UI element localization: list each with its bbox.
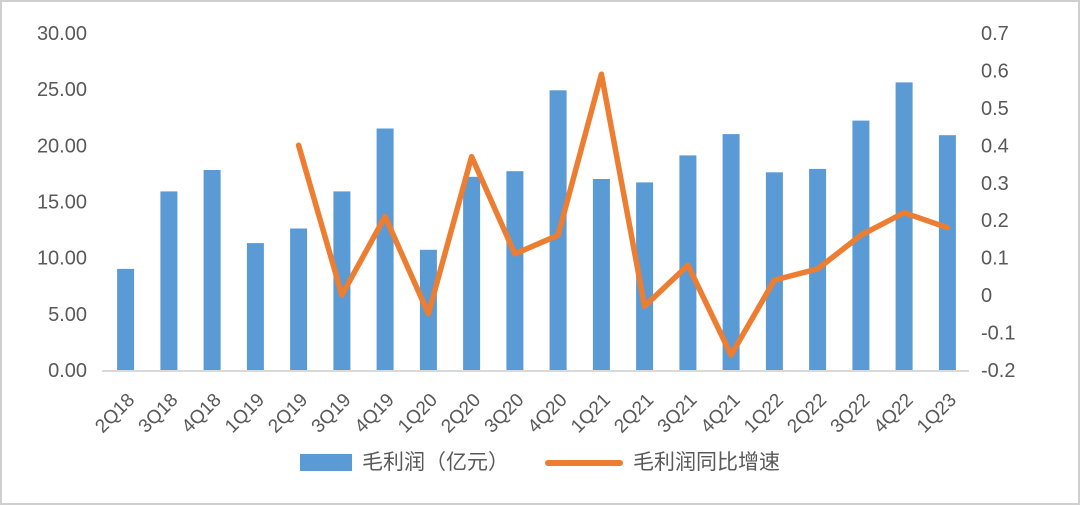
x-tick-3Q22: 3Q22	[827, 390, 875, 438]
x-tick-3Q19: 3Q19	[308, 390, 356, 438]
line-series-label: 毛利润同比增速	[633, 451, 780, 474]
x-tick-4Q19: 4Q19	[351, 390, 399, 438]
chart-plot-area: 30.00 25.00 20.00 15.00 10.00 5.00 0.00 0.7 0.6 0…	[37, 23, 1016, 438]
right-axis-tick-0.2: 0.2	[981, 210, 1009, 232]
right-axis-tick-0: 0	[981, 285, 992, 307]
bar-1Q23	[938, 135, 956, 370]
right-axis-tick-0.1: 0.1	[981, 248, 1009, 270]
bar-3Q22	[852, 120, 870, 370]
right-axis-tick-0.7: 0.7	[981, 23, 1009, 45]
bar-1Q22	[765, 172, 783, 370]
left-axis-tick-5.00: 5.00	[48, 304, 87, 326]
chart-legend: 毛利润（亿元） 毛利润同比增速	[2, 450, 1078, 475]
x-tick-2Q18: 2Q18	[91, 390, 139, 438]
bar-2Q21	[636, 182, 654, 370]
left-axis-tick-15.00: 15.00	[37, 192, 87, 214]
right-axis-tick--0.1: -0.1	[981, 323, 1015, 345]
x-tick-4Q22: 4Q22	[870, 390, 918, 438]
bar-3Q18	[160, 191, 178, 370]
x-tick-3Q21: 3Q21	[654, 390, 702, 438]
left-axis-tick-20.00: 20.00	[37, 135, 87, 157]
bar-series-label: 毛利润（亿元）	[362, 451, 509, 474]
bar-3Q20	[506, 171, 524, 370]
bar-4Q18	[203, 170, 221, 370]
bar-4Q21	[722, 134, 740, 370]
bar-series-swatch	[300, 454, 352, 472]
bar-1Q19	[246, 243, 264, 370]
x-tick-1Q23: 1Q23	[913, 390, 961, 438]
right-axis-tick-0.6: 0.6	[981, 60, 1009, 82]
left-axis-tick-25.00: 25.00	[37, 79, 87, 101]
legend-item-growth-rate: 毛利润同比增速	[545, 450, 780, 475]
bar-2Q19	[290, 228, 308, 370]
x-tick-1Q19: 1Q19	[221, 390, 269, 438]
x-tick-2Q20: 2Q20	[437, 390, 485, 438]
bar-2Q20	[463, 176, 481, 370]
x-tick-4Q21: 4Q21	[697, 390, 745, 438]
bar-4Q19	[376, 128, 394, 370]
x-tick-3Q18: 3Q18	[135, 390, 183, 438]
x-tick-2Q21: 2Q21	[610, 390, 658, 438]
legend-item-gross-profit: 毛利润（亿元）	[300, 450, 509, 475]
growth-line-series	[295, 71, 951, 358]
x-tick-2Q19: 2Q19	[264, 390, 312, 438]
left-axis-tick-10.00: 10.00	[37, 248, 87, 270]
left-axis-tick-0.00: 0.00	[48, 360, 87, 382]
bar-1Q21	[592, 179, 610, 370]
x-tick-1Q20: 1Q20	[394, 390, 442, 438]
bar-2Q18	[117, 268, 135, 370]
right-axis-tick--0.2: -0.2	[981, 360, 1015, 382]
x-tick-4Q20: 4Q20	[524, 390, 572, 438]
x-tick-2Q22: 2Q22	[783, 390, 831, 438]
x-tick-1Q21: 1Q21	[567, 390, 615, 438]
right-axis-tick-0.3: 0.3	[981, 173, 1009, 195]
bar-3Q19	[333, 191, 351, 370]
line-series-swatch	[545, 459, 623, 466]
x-tick-3Q20: 3Q20	[481, 390, 529, 438]
bar-4Q22	[895, 82, 913, 371]
right-axis-tick-0.5: 0.5	[981, 98, 1009, 120]
x-tick-4Q18: 4Q18	[178, 390, 226, 438]
x-tick-1Q22: 1Q22	[740, 390, 788, 438]
left-axis-tick-30.00: 30.00	[37, 23, 87, 45]
right-axis-tick-0.4: 0.4	[981, 135, 1009, 157]
